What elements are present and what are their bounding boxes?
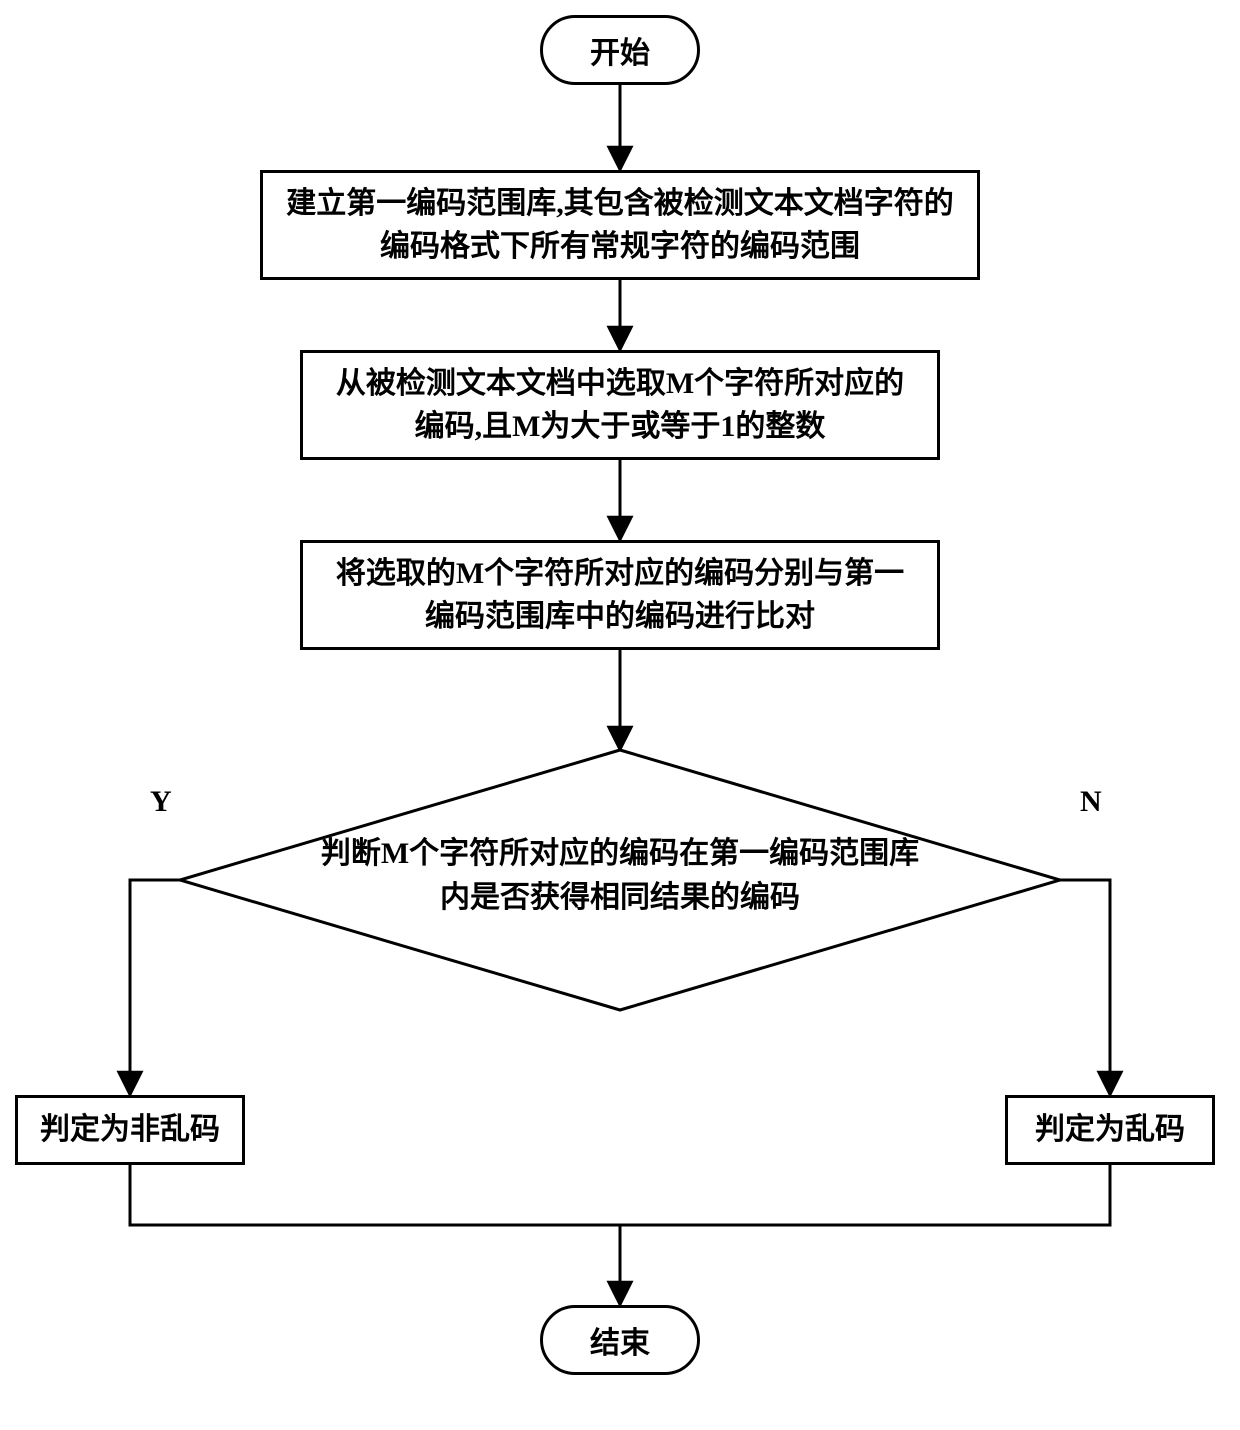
process-compare-label: 将选取的M个字符所对应的编码分别与第一编码范围库中的编码进行比对 — [321, 552, 919, 639]
process-select-chars: 从被检测文本文档中选取M个字符所对应的编码,且M为大于或等于1的整数 — [300, 350, 940, 460]
decision-label: 判断M个字符所对应的编码在第一编码范围库内是否获得相同结果的编码 — [321, 832, 919, 919]
process-build-library-label: 建立第一编码范围库,其包含被检测文本文档字符的编码格式下所有常规字符的编码范围 — [281, 182, 959, 269]
result-garbled-label: 判定为乱码 — [1035, 1108, 1185, 1152]
start-label: 开始 — [590, 28, 650, 72]
result-garbled: 判定为乱码 — [1005, 1095, 1215, 1165]
process-build-library: 建立第一编码范围库,其包含被检测文本文档字符的编码格式下所有常规字符的编码范围 — [260, 170, 980, 280]
end-label: 结束 — [590, 1318, 650, 1362]
start-terminal: 开始 — [540, 15, 700, 85]
edge-label-yes: Y — [150, 785, 172, 819]
flowchart-canvas: 开始 建立第一编码范围库,其包含被检测文本文档字符的编码格式下所有常规字符的编码… — [0, 0, 1240, 1430]
end-terminal: 结束 — [540, 1305, 700, 1375]
result-not-garbled: 判定为非乱码 — [15, 1095, 245, 1165]
decision-node: 判断M个字符所对应的编码在第一编码范围库内是否获得相同结果的编码 — [180, 750, 1060, 1010]
process-compare: 将选取的M个字符所对应的编码分别与第一编码范围库中的编码进行比对 — [300, 540, 940, 650]
process-select-chars-label: 从被检测文本文档中选取M个字符所对应的编码,且M为大于或等于1的整数 — [321, 362, 919, 449]
result-not-garbled-label: 判定为非乱码 — [40, 1108, 220, 1152]
edge-label-no: N — [1080, 785, 1102, 819]
